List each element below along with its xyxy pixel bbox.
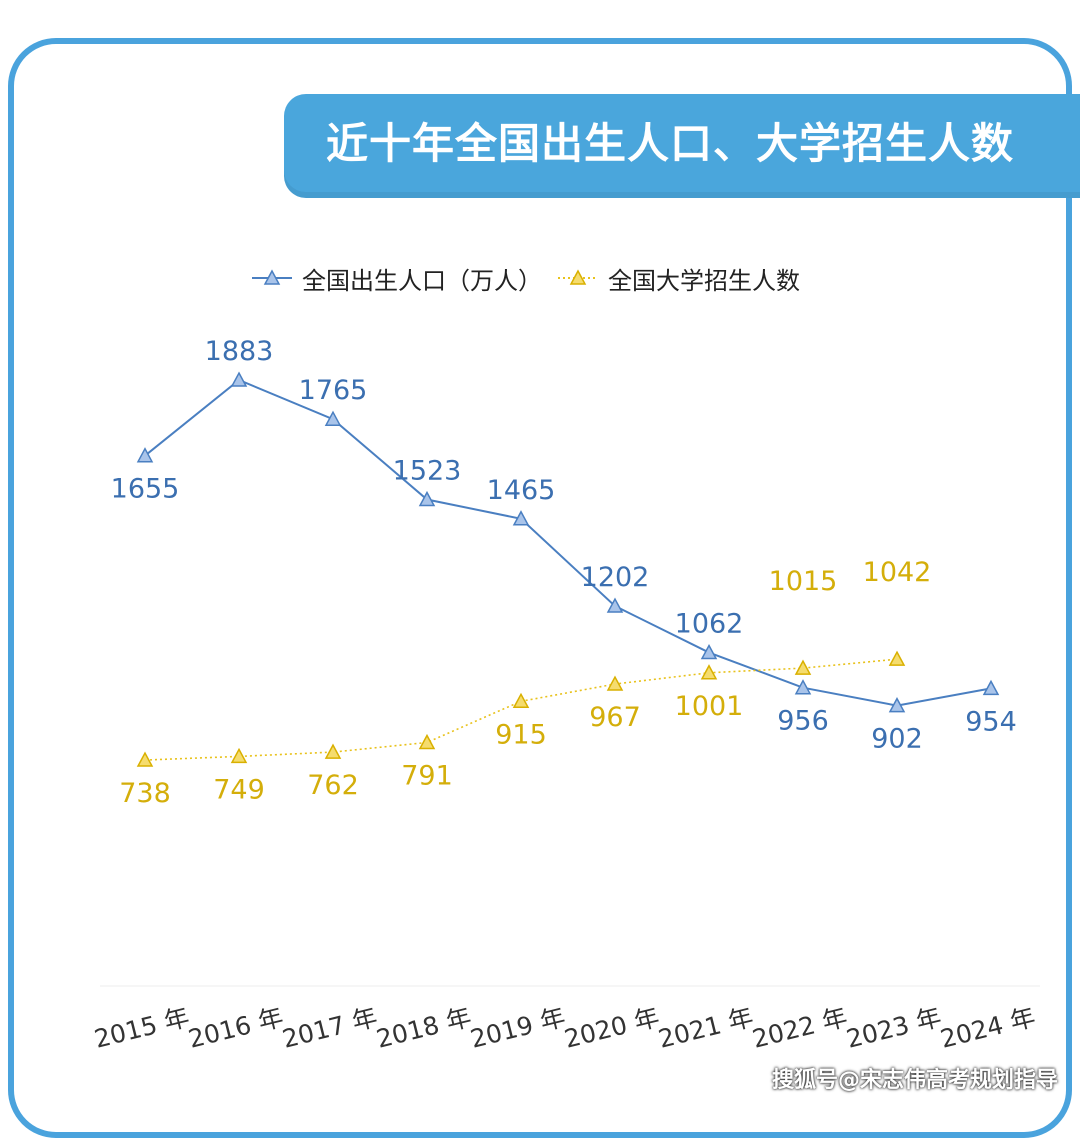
point-enrollment-1 [230, 747, 248, 764]
x-tick-label-7: 2022 年 [749, 1002, 850, 1054]
point-enrollment-2 [324, 743, 342, 759]
label-births-1: 1883 [205, 336, 274, 367]
series-layer: 1655 1883 1765 1523 1465 1202 1062 956 902 954 738… [111, 336, 1017, 809]
point-births-8 [888, 697, 906, 713]
label-births-8: 902 [871, 724, 923, 755]
legend: 全国出生人口（万人） 全国大学招生人数 [250, 258, 814, 298]
label-births-9: 954 [965, 706, 1017, 737]
point-enrollment-6 [700, 664, 718, 680]
label-enrollment-0: 738 [119, 778, 171, 809]
x-tick-label-0: 2015 年 [91, 1002, 192, 1054]
legend-swatch-births [252, 269, 292, 285]
label-enrollment-4: 915 [495, 719, 547, 750]
x-tick-label-8: 2023 年 [843, 1002, 944, 1054]
series-enrollment: 738 749 762 791 915 967 1001 1015 1042 [119, 557, 931, 809]
point-births-6 [700, 643, 718, 660]
label-enrollment-1: 749 [213, 774, 265, 805]
label-enrollment-5: 967 [589, 702, 641, 733]
plot-area: 1655 1883 1765 1523 1465 1202 1062 956 902 954 738… [91, 336, 1040, 1054]
label-enrollment-6: 1001 [675, 691, 744, 722]
label-births-6: 1062 [675, 609, 744, 640]
point-enrollment-7 [794, 659, 812, 675]
label-enrollment-8: 1042 [863, 557, 932, 588]
label-enrollment-2: 762 [307, 770, 359, 801]
label-enrollment-3: 791 [401, 760, 453, 791]
legend-label-births: 全国出生人口（万人） [302, 266, 542, 295]
label-births-4: 1465 [487, 475, 556, 506]
series-births: 1655 1883 1765 1523 1465 1202 1062 956 902 954 [111, 336, 1017, 755]
point-births-7 [794, 679, 812, 695]
point-births-3 [418, 490, 436, 507]
point-births-9 [982, 679, 1000, 696]
title-banner [284, 94, 1080, 198]
point-enrollment-4 [512, 692, 530, 709]
point-births-1 [230, 371, 248, 387]
chart-frame [8, 38, 1072, 1138]
legend-item-births: 全国出生人口（万人） [250, 261, 542, 296]
legend-item-enrollment: 全国大学招生人数 [556, 261, 800, 296]
x-tick-label-6: 2021 年 [655, 1002, 756, 1054]
label-births-3: 1523 [393, 456, 462, 487]
line-births [144, 378, 992, 707]
label-births-0: 1655 [111, 474, 180, 505]
point-births-4 [512, 510, 530, 526]
footer-credit: 搜狐号@宋志伟高考规划指导 [771, 1068, 1058, 1093]
x-tick-label-1: 2016 年 [185, 1002, 286, 1054]
legend-swatch-enrollment [558, 269, 598, 285]
x-tick-label-9: 2024 年 [937, 1002, 1038, 1054]
label-enrollment-7: 1015 [769, 566, 838, 597]
label-births-7: 956 [777, 706, 829, 737]
point-enrollment-3 [418, 733, 436, 750]
x-tick-label-3: 2018 年 [373, 1002, 474, 1054]
x-tick-label-5: 2020 年 [561, 1002, 662, 1054]
point-births-0 [136, 447, 154, 463]
point-enrollment-5 [606, 675, 624, 691]
point-births-2 [324, 410, 342, 426]
label-births-5: 1202 [581, 562, 650, 593]
x-tick-label-2: 2017 年 [279, 1002, 380, 1054]
point-enrollment-0 [136, 751, 154, 767]
chart-title: 近十年全国出生人口、大学招生人数 [326, 119, 1015, 168]
legend-label-enrollment: 全国大学招生人数 [608, 266, 800, 295]
point-births-5 [606, 597, 624, 613]
x-tick-label-4: 2019 年 [467, 1002, 568, 1054]
point-enrollment-8 [888, 650, 906, 666]
label-births-2: 1765 [299, 375, 368, 406]
